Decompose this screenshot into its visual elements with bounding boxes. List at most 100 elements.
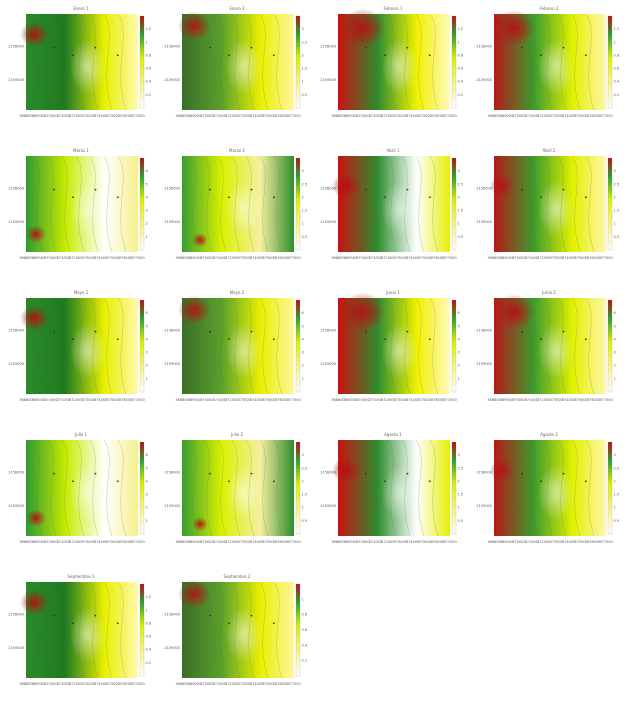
contour-line	[89, 297, 99, 395]
contour-line	[259, 439, 269, 537]
x-tick-label: 375000	[106, 256, 119, 260]
x-tick-label: 373000	[82, 398, 95, 402]
colorbar-tick-label: 1	[146, 519, 148, 523]
colorbar-tick-label: 1.2	[614, 27, 620, 31]
colorbar	[139, 299, 145, 393]
colorbar-tick-label: 5	[146, 466, 148, 470]
panel-marzo-1: Marzo 1 1 2 3 4 5 6 2158000 2159000 368600 369000 3…	[6, 146, 156, 268]
colorbar-tick-label: 1.5	[614, 209, 620, 213]
contour-line	[75, 155, 85, 253]
contour-line	[231, 439, 241, 537]
x-tick-label: 372000	[225, 682, 238, 686]
contour-line	[103, 155, 113, 253]
x-tick-label: 370000	[356, 398, 369, 402]
heatmap-svg: Febrero 2 0.2 0.4 0.6 0.8 1 1.2 2158000 2159000 3…	[476, 6, 620, 118]
x-tick-label: 376000	[431, 540, 444, 544]
contour-line	[245, 581, 255, 679]
x-tick-label: 375000	[574, 398, 587, 402]
x-tick-label: 377000	[131, 540, 144, 544]
colorbar-tick-label: 0.4	[302, 643, 308, 647]
y-tick-label: 2158000	[476, 45, 492, 49]
heatmap-svg: Enero 1 0.2 0.4 0.6 0.8 1 1.2 2158000 2159000 368…	[8, 6, 152, 118]
x-tick-label: 368600	[175, 256, 188, 260]
panel-abril-2: Abril 2 0.5 1 1.5 2 2.5 3 2158000 2159000 368600 3…	[474, 146, 624, 268]
panel-julio-2: Julio 2 0.5 1 1.5 2 2.5 3 2158000 2159000 368600 3…	[162, 430, 312, 552]
x-tick-label: 372000	[537, 398, 550, 402]
x-tick-label: 376000	[275, 398, 288, 402]
x-tick-label: 371000	[213, 682, 226, 686]
colorbar-tick-label: 1.2	[146, 595, 152, 599]
x-tick-label: 372000	[381, 114, 394, 118]
colorbar-tick-label: 0.8	[146, 53, 152, 57]
y-tick-label: 2158000	[164, 187, 180, 191]
contour-line	[415, 13, 425, 111]
colorbar-tick-label: 3	[146, 493, 148, 497]
contour-line	[273, 581, 283, 679]
x-tick-label: 374000	[94, 114, 107, 118]
station-marker	[521, 472, 523, 475]
station-marker	[250, 330, 253, 333]
colorbar-tick-label: 0.8	[302, 613, 308, 617]
contour-line	[259, 155, 269, 253]
colorbar-tick-label: 6	[146, 311, 148, 315]
x-tick-label: 375000	[574, 256, 587, 260]
x-tick-label: 369000	[32, 540, 45, 544]
chart-title: Junio 2	[541, 290, 556, 295]
x-tick-label: 368600	[331, 540, 344, 544]
y-tick-label: 2158000	[476, 329, 492, 333]
x-tick-label: 368600	[19, 398, 32, 402]
contour-line	[529, 155, 539, 253]
x-tick-label: 374000	[250, 540, 263, 544]
contour-line	[61, 297, 71, 395]
contour-line	[245, 155, 255, 253]
contour-line	[75, 581, 85, 679]
station-marker	[53, 46, 55, 49]
heatmap-svg: Febrero 1 0.2 0.4 0.6 0.8 1 1.2 2158000 2159000 3…	[320, 6, 464, 118]
y-tick-label: 2158000	[8, 187, 24, 191]
y-tick-label: 2158000	[476, 471, 492, 475]
colorbar-tick-label: 2	[458, 195, 460, 199]
x-tick-label: 372000	[381, 540, 394, 544]
x-tick-label: 370000	[356, 540, 369, 544]
colorbar	[295, 299, 301, 393]
contour-line	[401, 297, 411, 395]
contour-line	[245, 439, 255, 537]
colorbar-tick-label: 2	[614, 195, 616, 199]
colorbar-tick-label: 3	[458, 351, 460, 355]
chart-title: Julio 1	[74, 432, 88, 437]
contour-line	[75, 297, 85, 395]
contour-line	[33, 155, 43, 253]
colorbar-tick-label: 1	[302, 377, 304, 381]
colorbar-tick-label: 1	[302, 80, 304, 84]
x-tick-label: 377000	[443, 398, 456, 402]
x-tick-label: 374000	[562, 114, 575, 118]
station-marker	[72, 622, 74, 625]
x-tick-label: 368600	[175, 398, 188, 402]
x-tick-label: 371000	[213, 540, 226, 544]
contour-line	[231, 581, 241, 679]
colorbar-tick-label: 0.8	[458, 53, 464, 57]
station-marker	[72, 54, 74, 57]
contour-line	[89, 13, 99, 111]
colorbar-tick-label: 0.2	[146, 93, 152, 97]
station-marker	[521, 46, 523, 49]
x-tick-label: 374000	[406, 398, 419, 402]
colorbar-tick-label: 1.5	[302, 209, 308, 213]
station-marker	[562, 46, 565, 49]
station-marker	[94, 46, 97, 49]
colorbar-tick-label: 0.8	[614, 53, 620, 57]
x-tick-label: 373000	[394, 398, 407, 402]
station-marker	[365, 188, 367, 191]
y-tick-label: 2159000	[164, 504, 180, 508]
colorbar-tick-label: 0.6	[614, 67, 620, 71]
y-tick-label: 2159000	[8, 646, 24, 650]
x-tick-label: 371000	[57, 114, 70, 118]
y-tick-label: 2159000	[320, 504, 336, 508]
contour-line	[103, 13, 113, 111]
contour-line	[387, 439, 397, 537]
chart-title: Septiembre 2	[224, 574, 251, 579]
x-tick-label: 373000	[82, 540, 95, 544]
